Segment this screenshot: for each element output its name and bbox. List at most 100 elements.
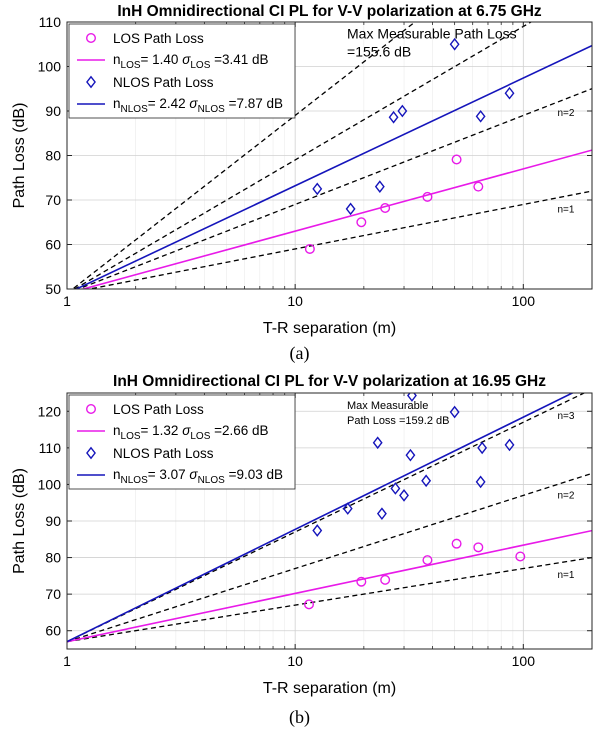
x-tick-label: 10 bbox=[287, 653, 303, 669]
legend-label: nLOS= 1.32 σLOS =2.66 dB bbox=[113, 423, 269, 442]
annotation-line: =155.6 dB bbox=[347, 44, 411, 60]
nlos-point bbox=[504, 438, 515, 452]
chart-title: InH Omnidirectional CI PL for V-V polari… bbox=[113, 373, 546, 390]
los-point bbox=[473, 181, 484, 192]
legend-label: nNLOS= 2.42 σNLOS =7.87 dB bbox=[113, 96, 283, 115]
y-tick-label: 60 bbox=[45, 623, 61, 639]
panel-caption: (b) bbox=[289, 707, 310, 728]
nlos-point bbox=[475, 475, 486, 489]
los-point bbox=[304, 599, 315, 610]
nlos-fit-line bbox=[74, 44, 592, 289]
nlos-point bbox=[388, 110, 399, 124]
y-axis-label: Path Loss (dB) bbox=[11, 103, 28, 209]
legend-label: LOS Path Loss bbox=[113, 31, 204, 46]
y-tick-label: 70 bbox=[45, 192, 61, 208]
y-tick-label: 100 bbox=[38, 476, 62, 492]
nlos-point bbox=[390, 482, 401, 495]
legend-marker-los bbox=[85, 404, 96, 415]
reference-label-n2: n=2 bbox=[557, 491, 574, 502]
y-tick-label: 100 bbox=[38, 59, 62, 75]
data-layer bbox=[67, 393, 592, 643]
x-axis-label: T-R separation (m) bbox=[263, 680, 396, 697]
los-fit-line bbox=[67, 529, 592, 643]
nlos-point bbox=[312, 182, 323, 196]
los-point bbox=[451, 154, 462, 165]
los-point bbox=[380, 574, 391, 585]
data-layer bbox=[71, 22, 592, 289]
reference-line-n2 bbox=[76, 88, 592, 289]
reference-line-n4 bbox=[71, 22, 416, 289]
los-point bbox=[473, 542, 484, 553]
legend-box bbox=[68, 394, 296, 490]
los-point bbox=[380, 203, 391, 214]
los-point bbox=[356, 217, 367, 228]
panel-caption: (a) bbox=[290, 343, 310, 364]
nlos-point bbox=[477, 441, 488, 455]
annotation-line: Path Loss =159.2 dB bbox=[347, 415, 449, 427]
x-tick-label: 1 bbox=[63, 653, 71, 669]
legend-label: NLOS Path Loss bbox=[113, 446, 214, 461]
nlos-point bbox=[374, 180, 385, 193]
legend-marker-los bbox=[85, 33, 96, 44]
nlos-point bbox=[376, 507, 387, 521]
legend-label: NLOS Path Loss bbox=[113, 75, 214, 90]
y-tick-label: 120 bbox=[38, 403, 62, 419]
legend: LOS Path Loss nLOS= 1.32 σLOS =2.66 dB NLO… bbox=[68, 394, 296, 490]
nlos-point bbox=[449, 405, 460, 419]
nlos-point bbox=[312, 524, 323, 537]
x-tick-label: 10 bbox=[287, 293, 303, 309]
nlos-point bbox=[372, 436, 383, 450]
y-tick-label: 50 bbox=[45, 281, 61, 297]
y-axis-label: Path Loss (dB) bbox=[11, 468, 28, 574]
los-fit-line bbox=[80, 149, 592, 289]
los-point bbox=[356, 576, 367, 587]
nlos-point bbox=[405, 448, 416, 462]
max-path-loss-annotation: Max Measurable Path Loss =155.6 dB bbox=[347, 26, 517, 60]
los-point bbox=[304, 243, 315, 254]
nlos-point bbox=[345, 202, 356, 216]
reference-label-n3: n=3 bbox=[557, 411, 574, 422]
y-tick-label: 90 bbox=[45, 513, 61, 529]
nlos-fit-line bbox=[67, 393, 575, 643]
x-tick-label: 100 bbox=[512, 293, 536, 309]
nlos-point bbox=[421, 474, 432, 488]
annotation-line: Max Measurable Path Loss bbox=[347, 26, 517, 42]
reference-line-n1 bbox=[86, 190, 592, 289]
los-point bbox=[451, 538, 462, 549]
los-point bbox=[515, 551, 526, 562]
y-tick-label: 110 bbox=[39, 14, 62, 30]
y-tick-label: 80 bbox=[45, 550, 61, 566]
legend: LOS Path Loss nLOS= 1.40 σLOS =3.41 dB NLO… bbox=[68, 23, 296, 119]
reference-label-n1: n=1 bbox=[557, 570, 574, 581]
legend-box bbox=[68, 23, 296, 119]
y-tick-label: 60 bbox=[45, 237, 61, 253]
y-tick-label: 80 bbox=[45, 148, 61, 164]
nlos-point bbox=[504, 86, 515, 100]
reference-line-n2 bbox=[67, 472, 592, 643]
x-tick-label: 100 bbox=[512, 653, 536, 669]
reference-label-n2: n=2 bbox=[557, 108, 574, 119]
nlos-point bbox=[475, 110, 486, 123]
y-tick-label: 110 bbox=[39, 440, 62, 456]
reference-line-n1 bbox=[67, 556, 592, 643]
x-tick-label: 1 bbox=[63, 293, 71, 309]
nlos-point bbox=[407, 393, 417, 402]
nlos-point bbox=[449, 37, 460, 51]
chart-title: InH Omnidirectional CI PL for V-V polari… bbox=[117, 3, 542, 20]
los-point bbox=[422, 191, 433, 202]
legend-label: nNLOS= 3.07 σNLOS =9.03 dB bbox=[113, 467, 283, 486]
annotation-line: Max Measurable bbox=[347, 400, 428, 412]
legend-marker-nlos bbox=[86, 446, 96, 460]
legend-marker-nlos bbox=[86, 75, 96, 89]
nlos-point bbox=[342, 502, 353, 515]
nlos-point bbox=[399, 489, 409, 502]
reference-label-n1: n=1 bbox=[557, 205, 574, 216]
los-point bbox=[422, 555, 433, 566]
y-tick-label: 70 bbox=[45, 586, 61, 602]
x-axis-label: T-R separation (m) bbox=[263, 320, 396, 337]
max-path-loss-annotation: Max Measurable Path Loss =159.2 dB bbox=[347, 400, 449, 427]
